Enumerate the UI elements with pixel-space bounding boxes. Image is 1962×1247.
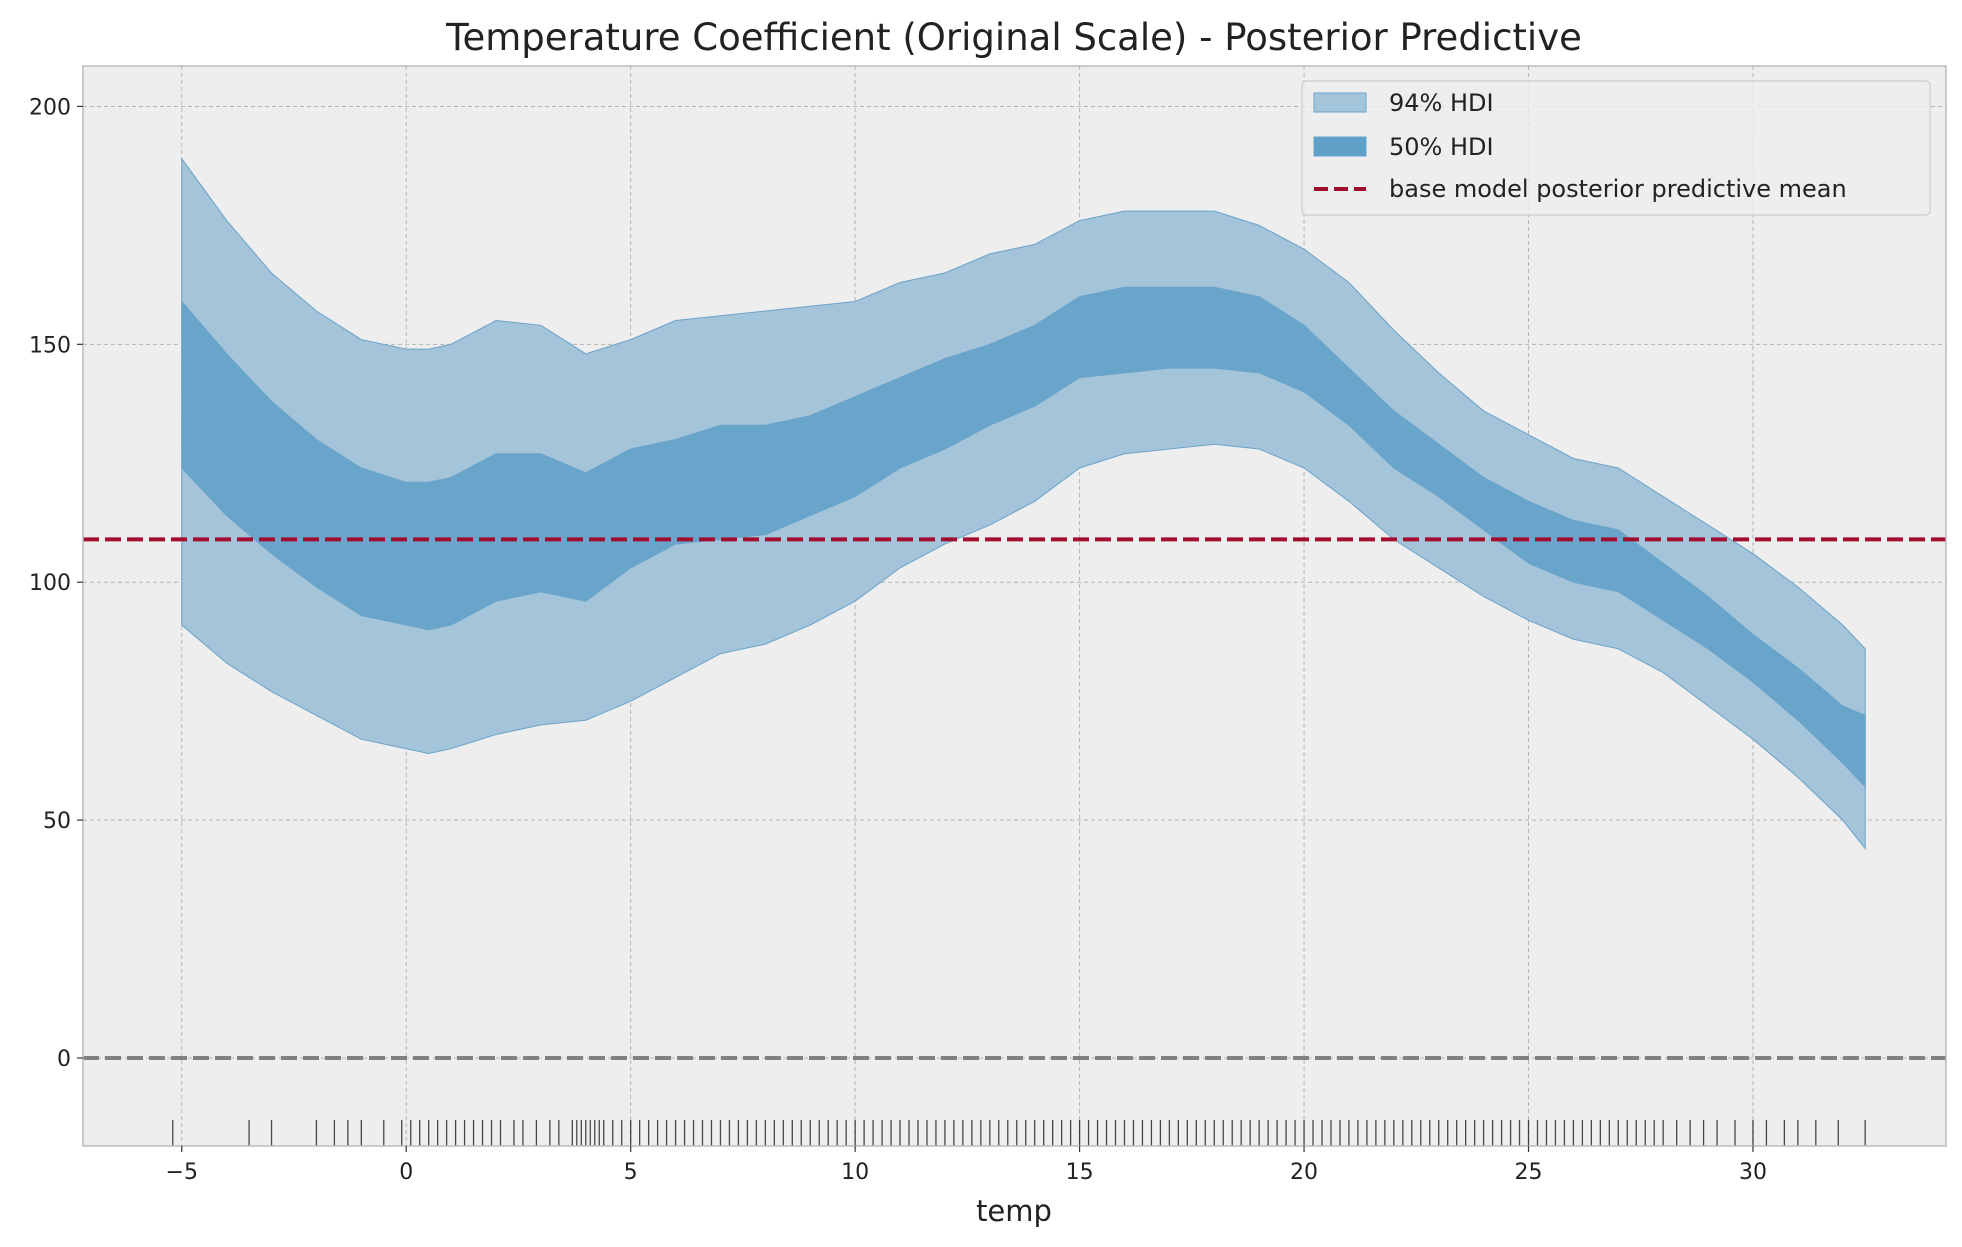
hdi50-band bbox=[181, 286, 1866, 789]
legend-label-hdi94: 94% HDI bbox=[1389, 89, 1494, 117]
reference-lines bbox=[83, 537, 1946, 1060]
legend-swatch-hdi50 bbox=[1313, 136, 1367, 157]
chart-title: Temperature Coefficient (Original Scale)… bbox=[445, 16, 1582, 59]
legend-box bbox=[1301, 80, 1931, 216]
hdi94-band bbox=[181, 157, 1866, 851]
legend-swatch-hdi94 bbox=[1313, 92, 1367, 113]
hdi-bands bbox=[181, 157, 1866, 851]
y-tick-label: 0 bbox=[57, 1047, 71, 1072]
x-tick-label: 25 bbox=[1515, 1160, 1543, 1185]
legend: 94% HDI 50% HDI base model posterior pre… bbox=[1301, 80, 1931, 216]
legend-label-mean-line: base model posterior predictive mean bbox=[1389, 175, 1847, 203]
x-tick-label: −5 bbox=[166, 1160, 198, 1185]
y-tick-label: 100 bbox=[29, 571, 71, 596]
x-tick-label: 30 bbox=[1739, 1160, 1767, 1185]
y-tick-label: 150 bbox=[29, 333, 71, 358]
x-tick-label: 10 bbox=[841, 1160, 869, 1185]
plot-frame bbox=[82, 65, 1947, 1147]
y-axis-ticks: 0 50 100 150 200 bbox=[29, 95, 83, 1072]
rug-plot bbox=[172, 1120, 1866, 1146]
y-tick-label: 50 bbox=[43, 809, 71, 834]
y-tick-label: 200 bbox=[29, 95, 71, 120]
x-tick-label: 15 bbox=[1066, 1160, 1094, 1185]
x-tick-label: 0 bbox=[399, 1160, 413, 1185]
legend-label-hdi50: 50% HDI bbox=[1389, 133, 1494, 161]
x-tick-label: 5 bbox=[624, 1160, 638, 1185]
x-axis-label: temp bbox=[976, 1194, 1052, 1228]
x-axis-ticks: −5 0 5 10 15 20 25 30 bbox=[166, 1146, 1767, 1185]
x-tick-label: 20 bbox=[1290, 1160, 1318, 1185]
